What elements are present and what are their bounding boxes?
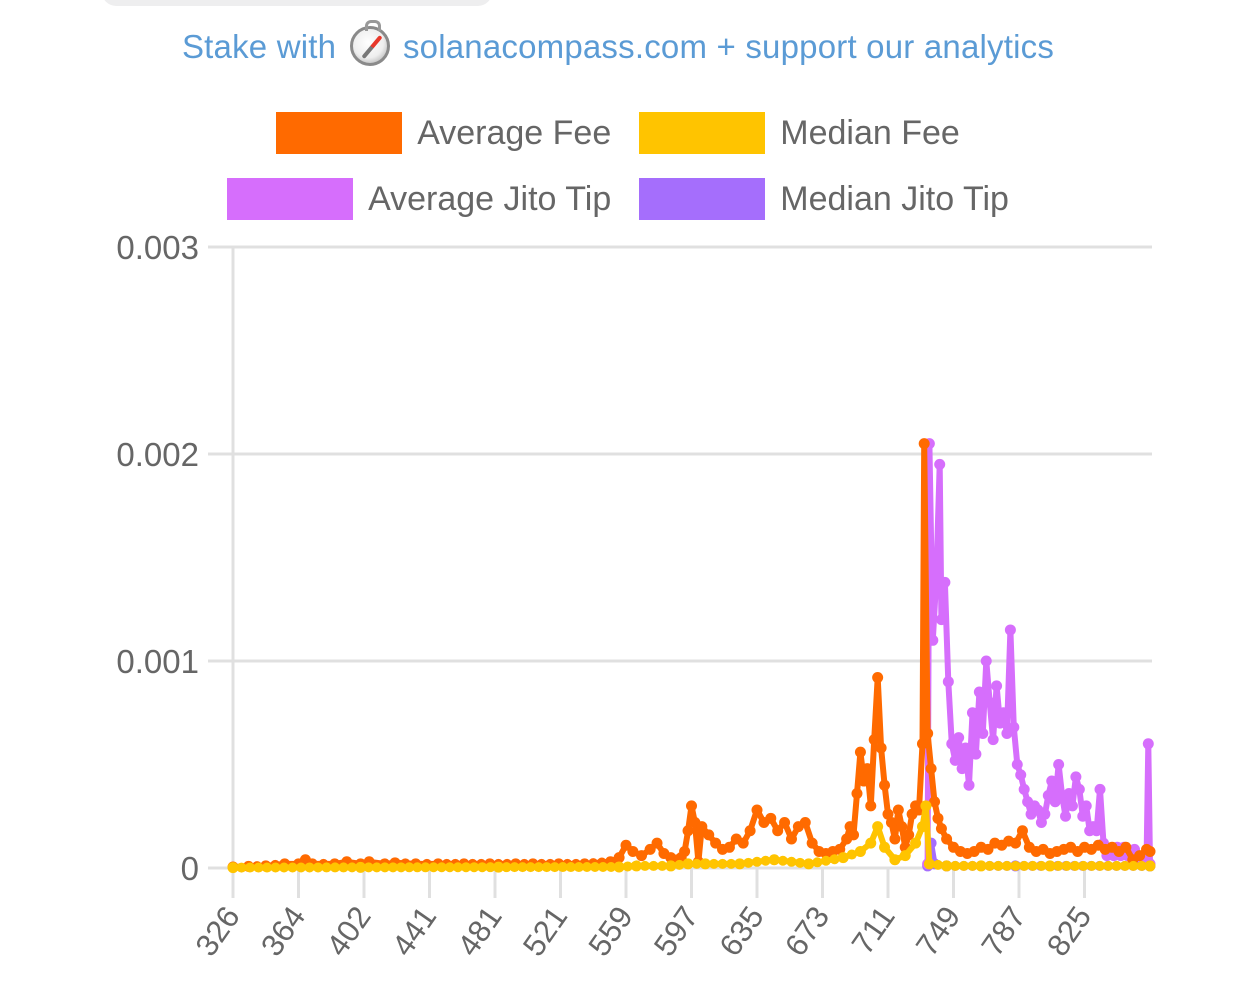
median-jito-tip-swatch <box>639 178 766 220</box>
y-tick-label: 0.003 <box>116 229 199 266</box>
legend-row-2: Average Jito Tip Median Jito Tip <box>0 178 1236 220</box>
x-tick-label: 787 <box>974 900 1032 962</box>
average-jito-tip-swatch <box>227 178 354 220</box>
x-tick-label: 402 <box>319 900 377 962</box>
legend-label: Median Jito Tip <box>780 179 1009 218</box>
median-fee-swatch <box>639 112 766 154</box>
legend-label: Average Fee <box>417 113 612 152</box>
series-average-fee[interactable] <box>227 438 1156 873</box>
legend-average-fee[interactable]: Average Fee <box>276 112 611 154</box>
series-average-jito-tip[interactable] <box>922 438 1156 870</box>
chart-series <box>227 438 1156 874</box>
top-panel-edge <box>102 0 492 6</box>
y-axis: 0 0.001 0.002 0.003 <box>116 229 199 887</box>
series-median-fee[interactable] <box>227 800 1156 874</box>
x-tick-label: 711 <box>845 900 902 961</box>
x-axis: 326 364 402 441 481 521 559 597 635 673 711 749 787 8… <box>188 900 1098 962</box>
x-tick-label: 521 <box>516 900 574 962</box>
stake-prefix: Stake with <box>181 28 337 65</box>
y-tick-label: 0.002 <box>116 436 199 473</box>
x-tick-label: 364 <box>254 900 312 962</box>
compass-icon <box>349 20 390 66</box>
stake-suffix: solanacompass.com + support our analytic… <box>402 28 1055 65</box>
x-tick-label: 673 <box>778 900 836 962</box>
x-tick-label: 559 <box>581 900 639 962</box>
x-tick-label: 326 <box>188 900 246 962</box>
legend-label: Average Jito Tip <box>368 179 612 218</box>
x-tick-label: 597 <box>647 900 705 962</box>
x-tick-label: 825 <box>1040 900 1098 962</box>
legend-label: Median Fee <box>780 113 960 152</box>
legend-median-fee[interactable]: Median Fee <box>639 112 960 154</box>
average-fee-swatch <box>276 112 403 154</box>
legend-median-jito-tip[interactable]: Median Jito Tip <box>639 178 1009 220</box>
chart-grid <box>208 245 1152 898</box>
y-tick-label: 0.001 <box>116 643 199 680</box>
stake-promo-link[interactable]: Stake with solanacompass.com + support o… <box>0 20 1236 66</box>
x-tick-label: 749 <box>909 900 967 962</box>
x-tick-label: 481 <box>450 900 508 962</box>
y-tick-label: 0 <box>181 850 199 887</box>
x-tick-label: 635 <box>712 900 770 962</box>
legend-average-jito-tip[interactable]: Average Jito Tip <box>227 178 611 220</box>
x-tick-label: 441 <box>385 900 443 962</box>
legend-row-1: Average Fee Median Fee <box>0 112 1236 154</box>
